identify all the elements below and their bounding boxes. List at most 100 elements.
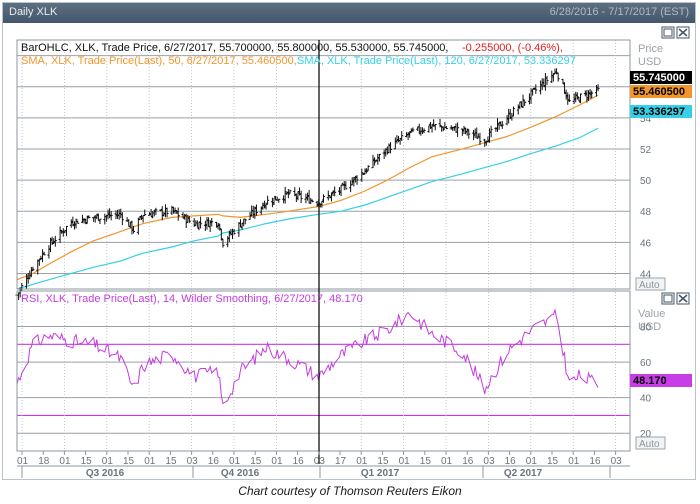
ohlc-bar <box>95 213 99 220</box>
ohlc-bar <box>140 214 144 220</box>
rsi-gridlines <box>17 326 630 434</box>
price-panel-minimize-icon[interactable] <box>661 26 675 39</box>
ohlc-bar <box>296 191 300 201</box>
svg-text:55.460500: 55.460500 <box>633 86 685 98</box>
x-day-tick-label: 15 <box>420 456 432 467</box>
ohlc-bar <box>540 78 544 91</box>
quarter-label: Q1 2017 <box>361 468 400 479</box>
ohlc-bar <box>350 177 354 186</box>
ohlc-bar <box>521 94 525 109</box>
ohlc-bar <box>320 200 324 208</box>
sma50-line <box>16 94 599 281</box>
rsi-panel-close-icon[interactable] <box>676 292 690 305</box>
rsi-series-group <box>16 308 599 405</box>
ohlc-bar <box>355 175 359 185</box>
rsi-y-tick-label: 80 <box>640 323 652 334</box>
ohlc-bar <box>518 101 522 110</box>
x-day-tick-label: 16 <box>293 456 305 467</box>
ohlc-bar <box>422 128 426 134</box>
ohlc-bar <box>315 200 319 207</box>
ohlc-bar <box>41 249 45 263</box>
ohlc-bar <box>286 189 290 199</box>
ohlc-bars <box>15 68 600 301</box>
ohlc-bar <box>154 207 158 216</box>
ohlc-bar <box>76 220 80 224</box>
ohlc-bar <box>329 192 333 202</box>
ohlc-bar <box>49 237 53 253</box>
ohlc-bar <box>516 104 520 115</box>
ohlc-bar <box>82 217 86 224</box>
x-day-tick-label: 16 <box>462 456 474 467</box>
ohlc-bar <box>119 208 123 219</box>
rsi-axis-unit: USD <box>638 321 661 333</box>
ohlc-bar <box>500 120 504 129</box>
x-day-tick-label: 15 <box>377 456 389 467</box>
price-y-ticks: 44 46 48 50 52 54 <box>640 114 652 281</box>
ohlc-bar <box>472 130 476 141</box>
ohlc-bar <box>420 127 424 135</box>
ohlc-bar <box>433 123 437 131</box>
ohlc-bar <box>373 157 377 166</box>
ohlc-bar <box>590 90 594 99</box>
ohlc-bar <box>583 90 587 97</box>
ohlc-bar <box>360 168 364 182</box>
ohlc-bar <box>31 266 35 272</box>
ohlc-bar <box>310 199 314 203</box>
ohlc-bar <box>353 175 357 183</box>
price-panel-close-icon[interactable] <box>676 26 690 39</box>
ohlc-bar <box>393 137 397 150</box>
ohlc-bar <box>339 185 343 197</box>
price-panel-border <box>16 39 631 290</box>
price-legend-sma120: SMA, XLK, Trade Price(Last), 120, 6/27/2… <box>297 55 576 67</box>
ohlc-bar <box>171 206 175 214</box>
ohlc-bar <box>254 204 258 216</box>
ohlc-bar <box>69 219 73 228</box>
ohlc-bar <box>120 212 124 226</box>
ohlc-bar <box>176 207 180 221</box>
x-day-tick-label: 01 <box>568 456 580 467</box>
x-day-tick-label: 01 <box>102 456 114 467</box>
ohlc-bar <box>210 218 214 227</box>
price-y-tick-label: 44 <box>640 269 652 280</box>
sma120-badge: 53.336297 <box>630 105 692 118</box>
ohlc-bar <box>29 266 33 278</box>
ohlc-bar <box>519 101 523 107</box>
ohlc-bar <box>561 78 565 84</box>
ohlc-bar <box>454 123 458 133</box>
ohlc-bar <box>96 213 100 221</box>
ohlc-bar <box>181 212 185 219</box>
ohlc-bar <box>543 73 547 91</box>
ohlc-bar <box>577 97 581 102</box>
ohlc-bar <box>531 88 535 96</box>
x-day-tick-label: 15 <box>165 456 177 467</box>
ohlc-bar <box>465 128 469 136</box>
ohlc-bar <box>444 125 448 130</box>
ohlc-bar <box>510 112 514 121</box>
ohlc-bar <box>456 122 460 137</box>
ohlc-bar <box>564 89 568 100</box>
x-day-tick-label: 01 <box>271 456 283 467</box>
ohlc-bar <box>149 209 153 217</box>
ohlc-bar <box>349 180 353 193</box>
price-y-tick-label: 50 <box>640 176 652 187</box>
ohlc-bar <box>382 149 386 160</box>
ohlc-bar <box>203 220 207 231</box>
rsi-auto-scale-button[interactable]: Auto <box>635 436 666 450</box>
ohlc-bar <box>92 217 96 222</box>
ohlc-bar <box>333 186 337 197</box>
ohlc-bar <box>337 187 341 196</box>
ohlc-bar <box>282 195 286 204</box>
ohlc-bar <box>195 220 199 228</box>
price-auto-scale-button[interactable]: Auto <box>635 277 666 291</box>
ohlc-bar <box>352 176 356 187</box>
rsi-panel-minimize-icon[interactable] <box>661 292 675 305</box>
chart-title: Daily XLK <box>9 6 58 18</box>
quarter-label: Q2 2017 <box>504 468 543 479</box>
ohlc-bar <box>441 126 445 132</box>
ohlc-bar <box>72 221 76 230</box>
ohlc-bar <box>109 210 113 221</box>
svg-text:48.170: 48.170 <box>633 375 667 387</box>
ohlc-bar <box>231 228 235 240</box>
x-day-tick-label: 16 <box>208 456 220 467</box>
